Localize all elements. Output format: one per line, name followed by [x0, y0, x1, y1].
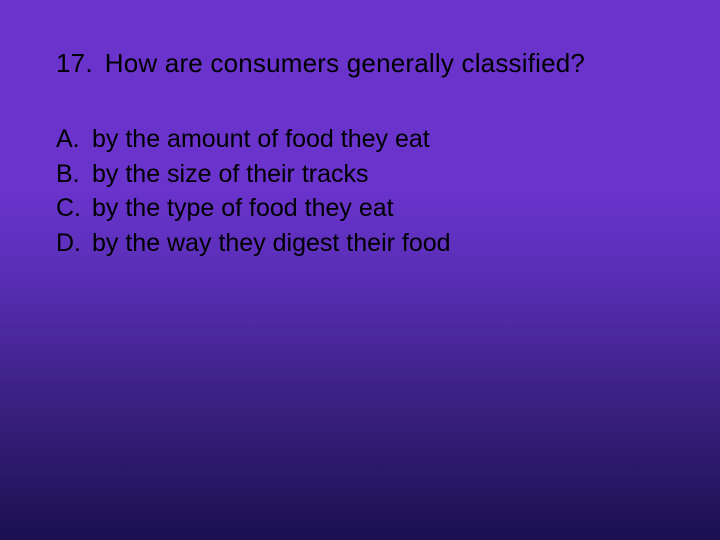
answer-text: by the size of their tracks: [92, 157, 369, 192]
answer-text: by the way they digest their food: [92, 226, 451, 261]
answer-letter: B.: [56, 157, 92, 192]
question-text: How are consumers generally classified?: [105, 48, 585, 78]
answer-list: A. by the amount of food they eat B. by …: [56, 122, 451, 260]
answer-option: B. by the size of their tracks: [56, 157, 451, 192]
answer-option: A. by the amount of food they eat: [56, 122, 451, 157]
answer-letter: A.: [56, 122, 92, 157]
answer-letter: C.: [56, 191, 92, 226]
answer-option: C. by the type of food they eat: [56, 191, 451, 226]
answer-letter: D.: [56, 226, 92, 261]
answer-text: by the amount of food they eat: [92, 122, 430, 157]
answer-option: D. by the way they digest their food: [56, 226, 451, 261]
slide: 17. How are consumers generally classifie…: [0, 0, 720, 540]
question-number: 17.: [56, 48, 93, 79]
answer-text: by the type of food they eat: [92, 191, 394, 226]
question: 17. How are consumers generally classifie…: [56, 48, 690, 79]
